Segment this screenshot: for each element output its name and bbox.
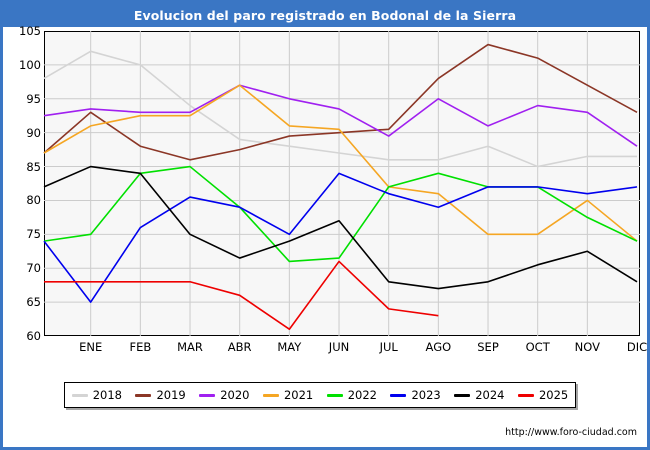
legend-item-2021[interactable]: 2021 [262,388,314,402]
x-axis-tick-abr: ABR [227,340,252,354]
window-title-bar: Evolucion del paro registrado en Bodonal… [3,3,647,27]
x-axis-tick-dic: DIC [626,340,648,354]
series-line-2022 [43,165,638,263]
x-axis-tick-oct: OCT [525,340,550,354]
y-axis-tick-70: 70 [26,261,41,276]
legend-swatch-2023 [390,393,407,397]
series-line-2021 [43,84,638,242]
page-title: Evolucion del paro registrado en Bodonal… [133,7,517,23]
chart-legend: 2018 2019 2020 2021 2022 2023 2024 2025 [64,382,576,408]
legend-label-2019: 2019 [156,388,186,402]
plot-background [44,31,640,336]
x-axis-tick-ago: AGO [425,340,452,354]
y-axis-tick-100: 100 [19,57,41,72]
x-axis-tick-jul: JUL [379,340,398,354]
legend-label-2018: 2018 [92,388,123,402]
legend-label-2024: 2024 [475,388,505,402]
x-axis-tick-nov: NOV [574,340,601,354]
x-axis-tick-mar: MAR [177,340,203,354]
x-axis-tick-ene: ENE [79,340,103,354]
legend-swatch-2021 [262,393,279,397]
series-lines [43,43,638,331]
legend-swatch-2024 [454,393,471,397]
legend-label-2021: 2021 [283,388,314,402]
x-axis-tick-may: MAY [277,340,302,354]
legend-item-2025[interactable]: 2025 [517,388,569,402]
legend-item-2020[interactable]: 2020 [199,388,250,402]
x-axis-labels: ENE FEB MAR ABR MAY JUN JUL AGO SEP OCT NOV DIC [44,337,647,359]
y-axis-tick-95: 95 [26,91,41,106]
legend-label-2020: 2020 [220,388,250,402]
legend-swatch-2019 [135,393,152,397]
y-axis-tick-105: 105 [19,24,41,38]
legend-swatch-2018 [71,393,88,397]
y-axis-tick-75: 75 [26,227,41,242]
series-line-2023 [43,172,638,303]
y-axis-tick-80: 80 [26,193,41,208]
legend-item-2023[interactable]: 2023 [390,388,441,402]
legend-label-2025: 2025 [538,388,569,402]
x-axis-tick-jun: JUN [328,340,350,354]
y-axis-labels: 105 100 95 90 85 80 75 70 65 60 [3,24,41,343]
legend-swatch-2022 [326,393,343,397]
legend-item-2024[interactable]: 2024 [454,388,505,402]
legend-swatch-2020 [199,393,216,397]
source-url: http://www.foro-ciudad.com [505,427,637,438]
series-line-2019 [43,43,638,161]
legend-label-2022: 2022 [347,388,378,402]
y-axis-tick-65: 65 [26,295,41,310]
legend-swatch-2025 [517,393,534,397]
x-axis-tick-sep: SEP [477,340,499,354]
legend-item-2018[interactable]: 2018 [71,388,123,402]
y-axis-tick-90: 90 [26,125,41,140]
x-axis-tick-feb: FEB [129,340,152,354]
series-line-2020 [43,84,638,147]
legend-label-2023: 2023 [411,388,441,402]
y-axis-tick-60: 60 [26,329,41,343]
series-line-2025 [44,260,439,331]
y-axis-tick-85: 85 [26,159,41,174]
grid-lines [44,31,640,336]
plot-area [43,31,640,336]
series-line-2024 [43,165,638,290]
legend-item-2019[interactable]: 2019 [135,388,186,402]
legend-item-2022[interactable]: 2022 [326,388,378,402]
series-line-2018 [43,50,638,168]
